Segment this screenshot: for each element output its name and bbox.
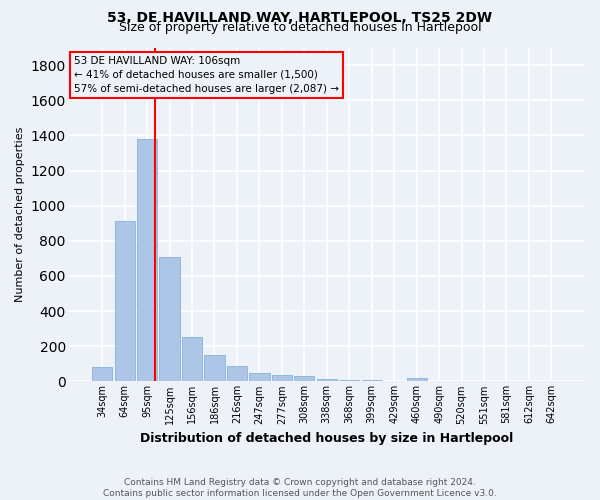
Text: Contains HM Land Registry data © Crown copyright and database right 2024.
Contai: Contains HM Land Registry data © Crown c… xyxy=(103,478,497,498)
X-axis label: Distribution of detached houses by size in Hartlepool: Distribution of detached houses by size … xyxy=(140,432,514,445)
Bar xyxy=(137,139,157,382)
Bar xyxy=(205,356,224,382)
Bar xyxy=(182,338,202,382)
Y-axis label: Number of detached properties: Number of detached properties xyxy=(15,127,25,302)
Text: Size of property relative to detached houses in Hartlepool: Size of property relative to detached ho… xyxy=(119,21,481,34)
Text: 53 DE HAVILLAND WAY: 106sqm
← 41% of detached houses are smaller (1,500)
57% of : 53 DE HAVILLAND WAY: 106sqm ← 41% of det… xyxy=(74,56,339,94)
Bar xyxy=(160,256,179,382)
Bar xyxy=(317,379,337,382)
Bar xyxy=(227,366,247,382)
Bar xyxy=(362,380,382,382)
Bar xyxy=(249,372,269,382)
Bar xyxy=(92,367,112,382)
Bar xyxy=(115,222,135,382)
Bar xyxy=(407,378,427,382)
Text: 53, DE HAVILLAND WAY, HARTLEPOOL, TS25 2DW: 53, DE HAVILLAND WAY, HARTLEPOOL, TS25 2… xyxy=(107,11,493,25)
Bar xyxy=(339,380,359,382)
Bar xyxy=(272,375,292,382)
Bar xyxy=(384,380,404,382)
Bar xyxy=(294,376,314,382)
